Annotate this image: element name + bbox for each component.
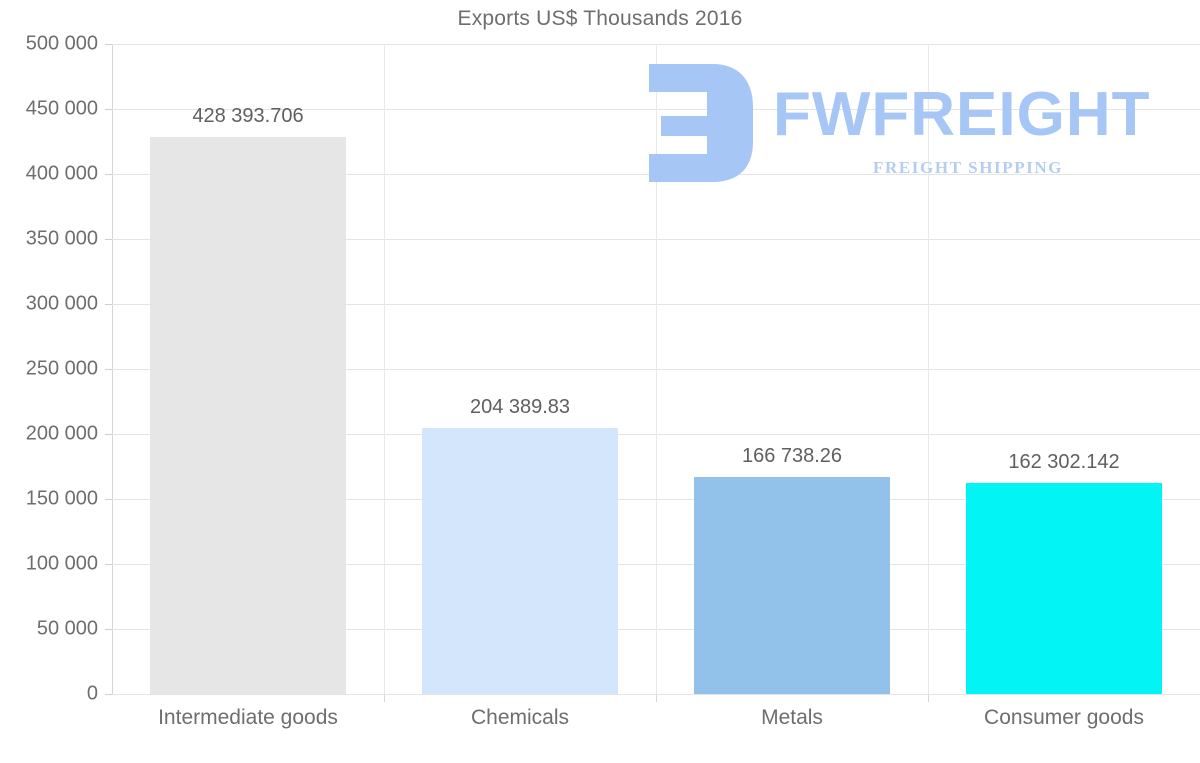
x-axis-tick-mark xyxy=(384,695,385,702)
bar-value-label: 204 389.83 xyxy=(469,396,571,419)
y-axis-tick-label: 300 000 xyxy=(25,292,98,315)
bar[interactable] xyxy=(150,137,346,694)
x-axis-category-label: Intermediate goods xyxy=(158,706,338,729)
y-axis-tick-mark xyxy=(105,44,112,45)
y-axis-tick-mark xyxy=(105,239,112,240)
y-axis-tick-label: 100 000 xyxy=(25,552,98,575)
y-axis-tick-mark xyxy=(105,629,112,630)
y-axis-tick-mark xyxy=(105,109,112,110)
gridline-vertical xyxy=(384,44,385,694)
y-axis-tick-label: 500 000 xyxy=(25,32,98,55)
bar[interactable] xyxy=(966,483,1162,694)
y-axis-tick-label: 0 xyxy=(86,682,98,705)
y-axis-tick-label: 350 000 xyxy=(25,227,98,250)
x-axis-category-label: Metals xyxy=(761,706,823,729)
bar[interactable] xyxy=(422,428,618,694)
y-axis-tick-label: 400 000 xyxy=(25,162,98,185)
y-axis-tick-mark xyxy=(105,174,112,175)
y-axis-tick-mark xyxy=(105,499,112,500)
y-axis-tick-label: 50 000 xyxy=(36,617,98,640)
y-axis-tick-mark xyxy=(105,694,112,695)
gridline-horizontal xyxy=(112,694,1200,695)
gridline-vertical xyxy=(656,44,657,694)
bar-value-label: 428 393.706 xyxy=(192,105,304,128)
x-axis-category-label: Consumer goods xyxy=(984,706,1144,729)
gridline-vertical xyxy=(928,44,929,694)
x-axis-tick-mark xyxy=(928,695,929,702)
y-axis-tick-mark xyxy=(105,434,112,435)
y-axis-tick-label: 150 000 xyxy=(25,487,98,510)
x-axis-tick-mark xyxy=(656,695,657,702)
y-axis-tick-label: 450 000 xyxy=(25,97,98,120)
y-axis-tick-label: 250 000 xyxy=(25,357,98,380)
y-axis-tick-mark xyxy=(105,304,112,305)
bar[interactable] xyxy=(694,477,890,694)
y-axis-tick-mark xyxy=(105,369,112,370)
bar-value-label: 162 302.142 xyxy=(1008,451,1120,473)
x-axis-category-label: Chemicals xyxy=(470,706,570,729)
chart-title: Exports US$ Thousands 2016 xyxy=(457,7,743,30)
y-axis-tick-mark xyxy=(105,564,112,565)
y-axis-tick-label: 200 000 xyxy=(25,422,98,445)
bar-value-label: 166 738.26 xyxy=(741,445,843,468)
plot-area xyxy=(105,44,1200,695)
